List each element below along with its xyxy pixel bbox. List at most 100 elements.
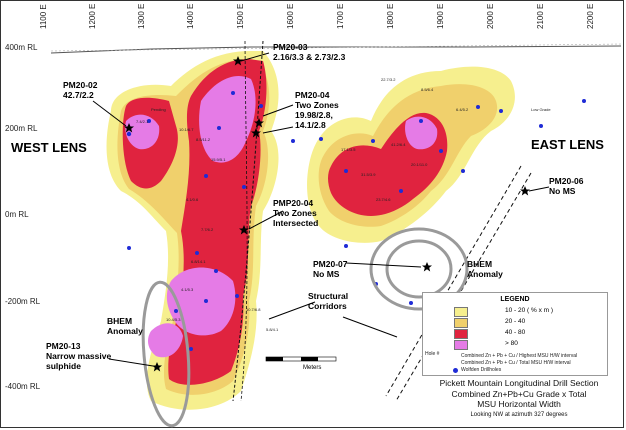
- callout-line: 2.16/3.3 & 2.73/2.3: [273, 52, 346, 62]
- ground-surface-hatch: [50, 43, 622, 52]
- callout-bhem-east: BHEM Anomaly: [467, 259, 503, 279]
- legend-hole-label: Hole #: [425, 351, 440, 357]
- svg-text:4.1/0.6: 4.1/0.6: [186, 197, 199, 202]
- svg-text:8.5/11.2: 8.5/11.2: [196, 137, 211, 142]
- legend-label: 10 - 20 ( % x m ): [505, 307, 554, 314]
- callout-line: PMP20-04: [273, 198, 314, 208]
- bhem-ellipse-east-inner: [385, 239, 453, 299]
- west-grade-over-80-lower: [166, 267, 236, 336]
- callout-line: Narrow massive: [46, 351, 112, 361]
- callout-pm20-06: PM20-06 No MS: [549, 176, 584, 196]
- rl-label: 0m RL: [5, 210, 29, 219]
- caption-line-3: MSU Horizontal Width: [477, 399, 561, 409]
- callout-line: BHEM: [107, 316, 133, 326]
- caption-line-4: Looking NW at azimuth 327 degrees: [470, 411, 568, 418]
- svg-text:22.7/3.2: 22.7/3.2: [381, 77, 396, 82]
- callout-line: 19.98/2.8,: [295, 110, 333, 120]
- callout-line: PM20-02: [63, 80, 98, 90]
- callout-pmp20-04: PMP20-04 Two Zones Intersected: [273, 198, 318, 228]
- legend-label: > 80: [505, 340, 518, 347]
- callout-line: 14.1/2.8: [295, 120, 326, 130]
- callout-line: Two Zones: [295, 100, 339, 110]
- legend-note: Combined Zn + Pb + Cu / Highest MSU H/W …: [461, 353, 578, 359]
- svg-text:7.4/2.1: 7.4/2.1: [136, 119, 149, 124]
- legend-swatch-20-40: [454, 318, 468, 328]
- svg-text:Pending: Pending: [151, 107, 166, 112]
- legend-swatch-40-80: [454, 329, 468, 339]
- west-grade-over-80-deep: [148, 323, 183, 358]
- svg-text:31.5/3.9: 31.5/3.9: [361, 172, 376, 177]
- legend-swatch-10-20: [454, 307, 468, 317]
- callout-pm20-07: PM20-07 No MS: [313, 259, 348, 279]
- callout-line: PM20-03: [273, 42, 308, 52]
- bhem-ellipse-west: [141, 280, 191, 428]
- callout-pm20-03: PM20-03 2.16/3.3 & 2.73/2.3: [273, 42, 345, 62]
- svg-text:17.1/3.5: 17.1/3.5: [341, 147, 356, 152]
- hole-annotations: 7.4/2.1 Pending 10.1/6.7 8.5/11.2 15.9/5.1 4…: [136, 77, 551, 332]
- svg-text:20.1/11.0: 20.1/11.0: [411, 162, 428, 167]
- callout-line: PM20-06: [549, 176, 584, 186]
- legend-note: Combined Zn + Pb + Cu / Total MSU H/W in…: [461, 360, 571, 366]
- legend-title: LEGEND: [500, 296, 530, 303]
- rl-label: 400m RL: [5, 43, 38, 52]
- svg-text:6.8/14.1: 6.8/14.1: [191, 259, 206, 264]
- callout-line: Structural: [308, 291, 349, 301]
- callout-pm20-02: PM20-02 42.7/2.2: [63, 80, 98, 100]
- drillholes: [126, 91, 586, 351]
- east-grade-over-80: [405, 116, 438, 150]
- structural-corridor-1: [385, 165, 522, 397]
- west-lens-label: WEST LENS: [11, 140, 87, 155]
- caption-line-1: Pickett Mountain Longitudinal Drill Sect…: [439, 378, 599, 388]
- drill-target-stars: [124, 56, 530, 372]
- callout-line: Anomaly: [107, 326, 143, 336]
- svg-text:4.1/5.3: 4.1/5.3: [181, 287, 194, 292]
- callout-line: No MS: [313, 269, 340, 279]
- callout-line: Two Zones: [273, 208, 317, 218]
- svg-text:41.2/6.4: 41.2/6.4: [391, 142, 406, 147]
- structural-corridor-2: [395, 172, 532, 402]
- rl-label: -400m RL: [5, 382, 41, 391]
- legend-note: Wolfden Drillholes: [461, 367, 502, 373]
- callout-pm20-13: PM20-13 Narrow massive sulphide: [46, 341, 111, 371]
- callout-leaders: [92, 52, 550, 367]
- section-caption: Pickett Mountain Longitudinal Drill Sect…: [424, 378, 614, 420]
- callout-bhem-west: BHEM Anomaly: [107, 316, 143, 336]
- svg-text:10.1/6.7: 10.1/6.7: [179, 127, 194, 132]
- svg-text:15.9/5.1: 15.9/5.1: [211, 157, 226, 162]
- scale-label: Meters: [303, 365, 322, 371]
- rl-label: -200m RL: [5, 297, 41, 306]
- callout-line: BHEM: [467, 259, 493, 269]
- callout-line: Corridors: [308, 301, 347, 311]
- svg-text:5.8/4.1: 5.8/4.1: [266, 327, 279, 332]
- legend-label: 20 - 40: [505, 318, 526, 325]
- callout-line: sulphide: [46, 361, 81, 371]
- legend-drillhole-icon: [453, 368, 458, 373]
- callout-line: Intersected: [273, 218, 319, 228]
- bhem-ellipse-east-outer: [369, 227, 469, 311]
- svg-text:Low Grade: Low Grade: [531, 107, 551, 112]
- east-lens-label: EAST LENS: [531, 137, 604, 152]
- callout-line: PM20-04: [295, 90, 330, 100]
- svg-text:10.4/5.3: 10.4/5.3: [166, 317, 181, 322]
- svg-text:6.4/5.2: 6.4/5.2: [456, 107, 469, 112]
- callout-structural: Structural Corridors: [308, 291, 348, 311]
- west-grade-over-80: [125, 114, 160, 150]
- svg-text:7.7/6.2: 7.7/6.2: [201, 227, 214, 232]
- rl-label: 200m RL: [5, 124, 38, 133]
- west-grade-over-80-upper: [199, 75, 256, 163]
- callout-pm20-04: PM20-04 Two Zones 19.98/2.8, 14.1/2.8: [295, 90, 339, 130]
- legend: LEGEND 10 - 20 ( % x m ) 20 - 40 40 - 80…: [422, 292, 608, 376]
- caption-line-2: Combined Zn+Pb+Cu Grade x Total: [451, 388, 587, 399]
- svg-text:8.5/6.4: 8.5/6.4: [421, 87, 434, 92]
- legend-label: 40 - 80: [505, 329, 526, 336]
- svg-text:23.7/4.6: 23.7/4.6: [376, 197, 391, 202]
- legend-swatch-over-80: [454, 340, 468, 350]
- ground-surface-line: [50, 45, 622, 54]
- scale-bar: [265, 356, 337, 362]
- callout-line: Anomaly: [467, 269, 503, 279]
- callout-line: 42.7/2.2: [63, 90, 94, 100]
- drill-trace-pm20-04: [232, 40, 264, 402]
- callout-line: PM20-13: [46, 341, 81, 351]
